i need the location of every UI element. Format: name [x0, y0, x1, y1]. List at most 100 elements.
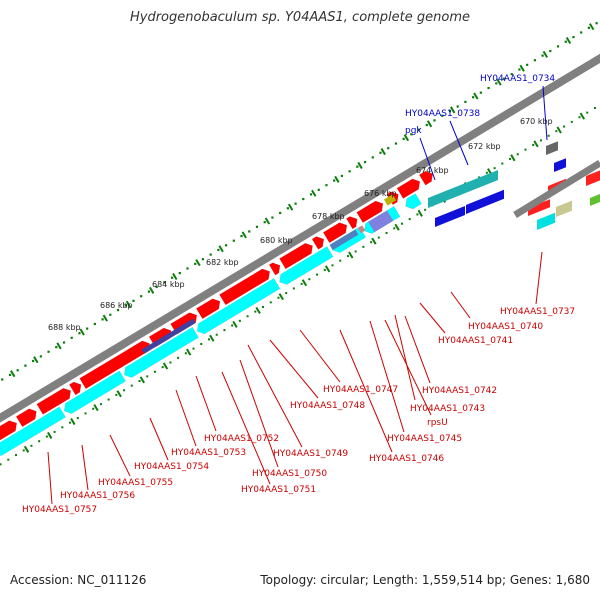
- inner-tick-dot: [323, 268, 326, 271]
- forward-gene[interactable]: [418, 170, 433, 186]
- reverse-gene[interactable]: [279, 246, 334, 285]
- forward-gene[interactable]: [322, 222, 348, 244]
- major-tick: [241, 231, 247, 239]
- gene-label[interactable]: HY04AAS1_0743: [410, 404, 485, 414]
- forward-gene[interactable]: [36, 387, 72, 415]
- tick-dot: [86, 327, 89, 330]
- tick-dot: [402, 137, 405, 141]
- tick-dot: [140, 295, 143, 298]
- tick-dot: [32, 359, 35, 363]
- inner-tick-dot: [478, 176, 481, 179]
- gene-label[interactable]: HY04AAS1_0753: [171, 448, 246, 458]
- tick-dot: [448, 110, 452, 113]
- gene-label[interactable]: HY04AAS1_0734: [480, 74, 555, 84]
- gene-0734[interactable]: [546, 141, 558, 155]
- inner-tick-dot: [53, 430, 56, 433]
- tick-dot: [255, 225, 259, 228]
- inner-tick-dot: [393, 227, 396, 230]
- gene-0734-b[interactable]: [554, 158, 566, 172]
- tick-dot: [417, 128, 421, 131]
- gene-label[interactable]: HY04AAS1_0750: [252, 469, 327, 479]
- backbone-line: [0, 53, 600, 423]
- gene-pgk-2[interactable]: [466, 189, 504, 214]
- tick-dot: [510, 73, 513, 76]
- topology-text: Topology: circular; Length: 1,559,514 bp…: [260, 573, 590, 587]
- tick-dot: [595, 22, 598, 25]
- inner-tick-dot: [285, 292, 288, 295]
- gene-label[interactable]: HY04AAS1_0752: [204, 434, 279, 444]
- gene-label[interactable]: HY04AAS1_0748: [290, 401, 365, 411]
- reverse-gene[interactable]: [0, 406, 66, 457]
- gene-green[interactable]: [590, 192, 600, 206]
- inner-tick-dot: [400, 222, 403, 225]
- gene-label[interactable]: HY04AAS1_0757: [22, 505, 97, 515]
- gene-0737[interactable]: [537, 212, 555, 230]
- reverse-gene[interactable]: [63, 370, 126, 414]
- inner-tick-dot: [254, 310, 257, 313]
- forward-gene[interactable]: [0, 420, 17, 444]
- forward-gene[interactable]: [69, 381, 82, 396]
- inner-tick-dot: [153, 370, 156, 373]
- forward-gene[interactable]: [268, 262, 281, 276]
- gene-fwd-c[interactable]: [586, 168, 600, 186]
- inner-tick-dot: [346, 255, 349, 258]
- forward-gene[interactable]: [396, 178, 421, 199]
- inner-tick-dot: [7, 458, 10, 461]
- tick-label: 682 kbp: [206, 258, 239, 267]
- major-tick-inner: [348, 251, 354, 259]
- tick-dot: [294, 202, 297, 205]
- inner-tick-dot: [292, 287, 295, 290]
- major-tick: [588, 23, 595, 31]
- gene-tan[interactable]: [556, 200, 572, 217]
- gene-0738[interactable]: [428, 170, 498, 208]
- label-leader: [47, 451, 53, 505]
- inner-tick-dot: [231, 324, 234, 327]
- forward-gene[interactable]: [219, 268, 271, 306]
- forward-gene[interactable]: [356, 200, 384, 223]
- tick-dot: [340, 174, 343, 178]
- label-leader: [450, 291, 471, 319]
- gene-label[interactable]: HY04AAS1_0756: [60, 491, 135, 501]
- label-leader: [149, 417, 169, 461]
- major-tick: [565, 37, 572, 45]
- inner-tick-dot: [215, 333, 218, 336]
- forward-gene[interactable]: [15, 408, 37, 428]
- forward-gene[interactable]: [195, 298, 221, 320]
- tinted-feature: [368, 210, 394, 233]
- inner-tick-dot: [277, 296, 280, 299]
- major-tick: [172, 272, 178, 281]
- tick-label: 686 kbp: [100, 301, 133, 310]
- gene-label[interactable]: HY04AAS1_0749: [273, 449, 348, 459]
- gene-label[interactable]: pgk: [405, 126, 422, 136]
- gene-label[interactable]: HY04AAS1_0742: [422, 386, 497, 396]
- gene-label[interactable]: HY04AAS1_0746: [369, 454, 444, 464]
- reverse-gene[interactable]: [405, 193, 422, 210]
- gene-label[interactable]: HY04AAS1_0754: [134, 462, 209, 472]
- tick-dot: [147, 290, 151, 293]
- tick-dot: [217, 248, 220, 252]
- gene-label[interactable]: HY04AAS1_0745: [387, 434, 462, 444]
- major-tick-inner: [232, 320, 238, 328]
- gene-fwd-a[interactable]: [528, 199, 550, 216]
- tick-dot: [124, 304, 127, 307]
- forward-gene[interactable]: [311, 236, 325, 250]
- tick-dot: [387, 147, 390, 150]
- major-tick-inner: [93, 404, 99, 412]
- forward-gene[interactable]: [279, 242, 313, 270]
- gene-label[interactable]: HY04AAS1_0755: [98, 478, 173, 488]
- tick-dot: [441, 114, 444, 117]
- gene-pgk[interactable]: [435, 206, 465, 227]
- gene-label[interactable]: HY04AAS1_0747: [323, 385, 398, 395]
- tick-dot: [209, 253, 212, 256]
- inner-tick-dot: [22, 449, 25, 452]
- reverse-gene[interactable]: [196, 278, 281, 335]
- tick-dot: [410, 133, 413, 136]
- gene-label[interactable]: HY04AAS1_0738: [405, 109, 480, 119]
- forward-gene[interactable]: [346, 216, 358, 230]
- gene-label[interactable]: rpsU: [427, 418, 448, 428]
- gene-label[interactable]: HY04AAS1_0737: [500, 307, 575, 317]
- gene-label[interactable]: HY04AAS1_0741: [438, 336, 513, 346]
- reverse-gene[interactable]: [123, 326, 199, 378]
- gene-label[interactable]: HY04AAS1_0740: [468, 322, 543, 332]
- gene-label[interactable]: HY04AAS1_0751: [241, 485, 316, 495]
